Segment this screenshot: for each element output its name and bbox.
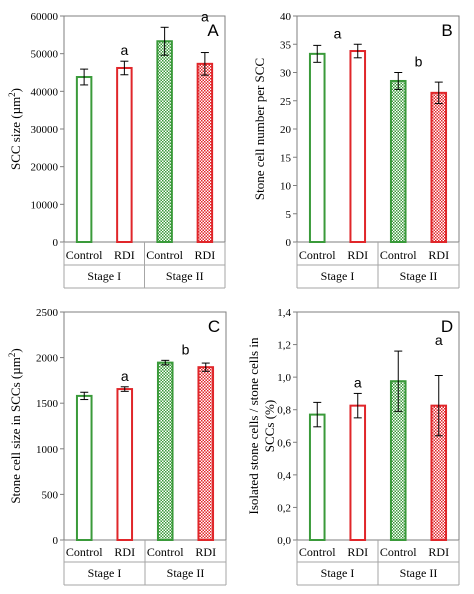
significance-letter: b bbox=[415, 54, 423, 70]
panel-letter: B bbox=[441, 21, 452, 40]
significance-letter: b bbox=[182, 341, 190, 357]
category-label: Control bbox=[299, 248, 336, 262]
stage-label: Stage II bbox=[400, 269, 438, 283]
bar-control-stage-2 bbox=[156, 40, 173, 244]
y-tick-label: 35 bbox=[280, 39, 292, 51]
y-axis-label-part: SCC size (µm bbox=[8, 97, 23, 170]
significance-letter: a bbox=[354, 374, 362, 390]
category-label: Control bbox=[380, 545, 417, 559]
significance-letter: a bbox=[435, 332, 443, 348]
y-tick-label: 15 bbox=[280, 152, 292, 164]
y-tick-label: 30 bbox=[280, 68, 292, 80]
y-tick-label: 500 bbox=[42, 489, 59, 501]
category-label: RDI bbox=[195, 248, 216, 262]
category-label: RDI bbox=[347, 248, 368, 262]
panel-a: 0 10000 20000 30000 40000 50000 60000 Control RD… bbox=[7, 8, 226, 289]
y-tick-label: 0,6 bbox=[277, 437, 291, 449]
bar-control-stage-1 bbox=[308, 52, 326, 244]
y-tick-label: 0,2 bbox=[277, 502, 291, 514]
significance-letter: a bbox=[334, 25, 342, 41]
y-axis-label-part: 2 bbox=[7, 353, 17, 358]
y-axis-label: Isolated stone cells / stone cells in bbox=[246, 337, 261, 514]
y-tick-label: 0,8 bbox=[277, 405, 291, 417]
category-label: Control bbox=[66, 545, 103, 559]
y-axis-label-part: ) bbox=[8, 88, 23, 92]
y-tick-label: 0,4 bbox=[277, 470, 291, 482]
y-axis-label-part: Stone cell number per SCC bbox=[252, 58, 267, 200]
bar-rdi-stage-1 bbox=[349, 50, 367, 243]
category-label: RDI bbox=[195, 545, 216, 559]
bar-control-stage-1 bbox=[75, 394, 93, 541]
stage-label: Stage I bbox=[321, 269, 355, 283]
bar-rdi-stage-2 bbox=[430, 91, 448, 243]
y-tick-label: 0 bbox=[53, 535, 59, 547]
y-tick-label: 0 bbox=[53, 237, 59, 249]
bar-rdi-stage-2 bbox=[197, 366, 215, 541]
y-tick-label: 1,2 bbox=[277, 340, 291, 352]
significance-letter: a bbox=[120, 42, 128, 58]
stage-label: Stage I bbox=[321, 566, 355, 580]
y-tick-label: 25 bbox=[280, 96, 292, 108]
bar-control-stage-1 bbox=[75, 76, 93, 243]
bar-control-stage-2 bbox=[156, 361, 174, 541]
y-tick-label: 50000 bbox=[31, 49, 59, 61]
panel-d: 0,0 0,2 0,4 0,6 0,8 1,0 1,2 1,4 Control RDI Contro… bbox=[246, 307, 460, 586]
category-label: RDI bbox=[428, 545, 449, 559]
panel-letter: D bbox=[441, 317, 453, 336]
y-tick-label: 5 bbox=[286, 209, 292, 221]
y-tick-label: 0,0 bbox=[277, 535, 291, 547]
category-label: Control bbox=[66, 248, 103, 262]
y-tick-label: 1,4 bbox=[277, 307, 291, 319]
y-axis-label: Stone cell size in SCCs (µm2) bbox=[7, 348, 23, 503]
bar-rdi-stage-2 bbox=[196, 62, 214, 243]
category-label: Control bbox=[146, 248, 183, 262]
panel-b: 0 5 10 15 20 25 30 35 40 Control RDI Control RDI Stag… bbox=[252, 11, 460, 289]
panel-c: 0 500 1000 1500 2000 2500 Control RDI Control RDI… bbox=[7, 307, 227, 586]
y-tick-label: 20000 bbox=[31, 162, 59, 174]
bar-rdi-stage-1 bbox=[116, 66, 133, 244]
y-tick-label: 1,0 bbox=[277, 372, 291, 384]
significance-letter: a bbox=[201, 8, 209, 24]
y-tick-label: 1500 bbox=[36, 398, 59, 410]
category-label: Control bbox=[299, 545, 336, 559]
stage-label: Stage II bbox=[167, 566, 205, 580]
panel-letter: C bbox=[208, 317, 220, 336]
y-tick-label: 10000 bbox=[31, 199, 59, 211]
stage-label: Stage I bbox=[88, 566, 122, 580]
y-axis-label-part: 2 bbox=[7, 92, 17, 97]
y-tick-label: 60000 bbox=[31, 11, 59, 23]
category-label: Control bbox=[380, 248, 417, 262]
category-label: Control bbox=[147, 545, 184, 559]
category-label: RDI bbox=[114, 248, 135, 262]
stage-label: Stage II bbox=[400, 566, 438, 580]
bar-control-stage-1 bbox=[308, 413, 326, 542]
y-tick-label: 20 bbox=[280, 124, 292, 136]
stage-label: Stage II bbox=[166, 269, 204, 283]
y-tick-label: 40 bbox=[280, 11, 292, 23]
stage-label: Stage I bbox=[87, 269, 121, 283]
y-axis-label: SCC size (µm2) bbox=[7, 88, 23, 170]
y-tick-label: 30000 bbox=[31, 124, 59, 136]
bar-rdi-stage-1 bbox=[116, 388, 134, 541]
y-axis-label: SCCs (%) bbox=[262, 400, 277, 452]
panel-letter: A bbox=[207, 21, 219, 40]
y-tick-label: 1000 bbox=[36, 444, 59, 456]
y-tick-label: 2500 bbox=[36, 307, 59, 319]
category-label: RDI bbox=[428, 248, 449, 262]
bar-control-stage-2 bbox=[389, 79, 407, 243]
significance-letter: a bbox=[121, 368, 129, 384]
bar-rdi-stage-1 bbox=[349, 404, 367, 541]
category-label: RDI bbox=[114, 545, 135, 559]
y-tick-label: 40000 bbox=[31, 86, 59, 98]
category-label: RDI bbox=[347, 545, 368, 559]
y-axis-label-part: Stone cell size in SCCs (µm bbox=[8, 357, 23, 504]
y-tick-label: 10 bbox=[280, 181, 292, 193]
y-axis-label: Stone cell number per SCC bbox=[252, 58, 267, 200]
y-tick-label: 2000 bbox=[36, 353, 59, 365]
y-axis-label-part: ) bbox=[8, 348, 23, 352]
y-tick-label: 0 bbox=[286, 237, 292, 249]
